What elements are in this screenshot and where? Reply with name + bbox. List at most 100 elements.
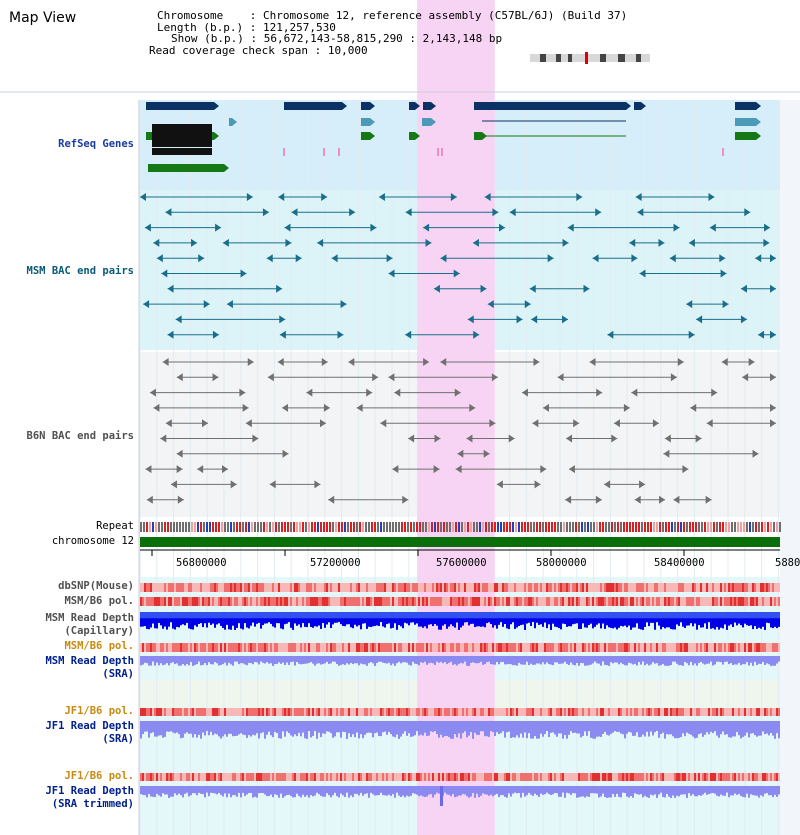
- dbsnp-strip: [520, 583, 522, 592]
- msm-b6-pol-sra-strip: [416, 643, 418, 652]
- msm-depth-capillary-bar: [400, 612, 402, 627]
- jf1-b6-pol-strip: [302, 708, 304, 716]
- msm-b6-pol-sra-strip: [268, 643, 270, 652]
- jf1-b6-pol-strip: [606, 708, 608, 716]
- msm-depth-capillary-bar: [570, 612, 572, 627]
- jf1-depth-trim-bar: [532, 786, 534, 796]
- msm-depth-sra-bar: [330, 656, 332, 664]
- jf1-depth-trim-label[interactable]: JF1 Read Depth: [45, 785, 134, 797]
- dbsnp-strip: [354, 583, 356, 592]
- msm-b6-pol-sra-strip: [474, 643, 476, 652]
- msm-depth-sra-bar: [366, 656, 368, 666]
- repeat-block: [398, 522, 400, 532]
- msm-b6-pol-sra-strip: [306, 643, 308, 652]
- dbsnp-strip: [624, 583, 626, 592]
- dbsnp-strip: [286, 583, 288, 592]
- jf1-depth-trim-bar: [446, 786, 448, 795]
- msm-depth-capillary-bar: [374, 612, 376, 626]
- msm-depth-sra-label[interactable]: MSM Read Depth: [45, 655, 134, 667]
- jf1-depth-trim-bar: [580, 786, 582, 797]
- jf1-depth-trim-bar: [192, 786, 194, 794]
- jf1-b6-pol-strip: [430, 708, 432, 716]
- jf1-depth-trim-bar: [248, 786, 250, 793]
- dbsnp-strip: [762, 583, 764, 592]
- jf1-b6-pol-trim-strip: [518, 773, 520, 781]
- msm-b6-pol-sra-strip: [504, 643, 506, 652]
- msm-b6-pol-sra-strip: [476, 643, 478, 652]
- b6n-bac-label[interactable]: B6N BAC end pairs: [26, 430, 134, 442]
- msm-b6-pol-sra-label[interactable]: MSM/B6 pol.: [64, 640, 134, 652]
- jf1-b6-pol-trim-strip: [200, 773, 202, 781]
- msm-bac-label[interactable]: MSM BAC end pairs: [26, 265, 134, 277]
- msm-b6-pol-strip: [280, 597, 282, 606]
- msm-b6-pol-sra-strip: [326, 643, 328, 652]
- jf1-b6-pol-trim-strip: [244, 773, 246, 781]
- jf1-depth-sra-bar: [330, 721, 332, 734]
- jf1-b6-pol-strip: [360, 708, 362, 716]
- jf1-b6-pol-trim-strip: [582, 773, 584, 781]
- msm-depth-sra-bar: [374, 656, 376, 666]
- jf1-b6-pol-strip: [304, 708, 306, 716]
- dbsnp-strip: [676, 583, 678, 592]
- jf1-b6-pol-trim-strip: [714, 773, 716, 781]
- repeat-block: [191, 522, 193, 532]
- msm-depth-sra-bar: [362, 656, 364, 665]
- dbsnp-label[interactable]: dbSNP(Mouse): [58, 580, 134, 592]
- refseq-genes-label[interactable]: RefSeq Genes: [58, 138, 134, 150]
- jf1-b6-pol-strip: [690, 708, 692, 716]
- jf1-b6-pol-trim-strip: [216, 773, 218, 781]
- dbsnp-strip: [212, 583, 214, 592]
- msm-b6-pol-strip: [166, 597, 168, 606]
- dbsnp-strip: [740, 583, 742, 592]
- dbsnp-strip: [500, 583, 502, 592]
- repeat-block: [434, 522, 436, 532]
- msm-depth-sra-bar: [704, 656, 706, 665]
- msm-depth-sra-bar: [542, 656, 544, 663]
- jf1-b6-pol-strip: [648, 708, 650, 716]
- jf1-b6-pol-label[interactable]: JF1/B6 pol.: [64, 705, 134, 717]
- msm-b6-pol-strip: [400, 597, 402, 606]
- dbsnp-strip: [296, 583, 298, 592]
- msm-b6-pol-strip: [346, 597, 348, 606]
- msm-b6-pol-strip: [156, 597, 158, 606]
- jf1-b6-pol-strip: [260, 708, 262, 716]
- dbsnp-strip: [170, 583, 172, 592]
- msm-depth-capillary-bar: [600, 612, 602, 629]
- jf1-depth-sra-bar: [530, 721, 532, 739]
- jf1-depth-trim-bar: [428, 786, 430, 795]
- jf1-depth-trim-bar: [752, 786, 754, 796]
- msm-b6-pol-strip: [616, 597, 618, 606]
- jf1-b6-pol-strip: [236, 708, 238, 716]
- msm-depth-capillary-bar: [306, 612, 308, 628]
- jf1-b6-pol-trim-strip: [508, 773, 510, 781]
- jf1-b6-pol-trim-strip: [172, 773, 174, 781]
- jf1-b6-pol-trim-label[interactable]: JF1/B6 pol.: [64, 770, 134, 782]
- jf1-depth-trim-bar: [606, 786, 608, 798]
- jf1-depth-trim-bar: [184, 786, 186, 794]
- msm-depth-sra-bar: [778, 656, 780, 662]
- jf1-b6-pol-trim-strip: [180, 773, 182, 781]
- jf1-b6-pol-trim-strip: [234, 773, 236, 781]
- jf1-b6-pol-strip: [572, 708, 574, 716]
- jf1-depth-sra-label[interactable]: JF1 Read Depth: [45, 720, 134, 732]
- jf1-b6-pol-strip: [710, 708, 712, 716]
- jf1-depth-sra-bar: [180, 721, 182, 739]
- dbsnp-strip: [474, 583, 476, 592]
- msm-b6-pol-strip: [474, 597, 476, 606]
- jf1-b6-pol-trim-strip: [332, 773, 334, 781]
- jf1-b6-pol-strip: [402, 708, 404, 716]
- jf1-b6-pol-trim-strip: [372, 773, 374, 781]
- msm-depth-capillary-label[interactable]: MSM Read Depth: [45, 612, 134, 624]
- msm-depth-capillary-bar: [146, 612, 148, 629]
- jf1-b6-pol-strip: [752, 708, 754, 716]
- dbsnp-strip: [484, 583, 486, 592]
- dbsnp-strip: [486, 583, 488, 592]
- msm-b6-pol-sra-strip: [208, 643, 210, 652]
- msm-b6-pol-label[interactable]: MSM/B6 pol.: [64, 595, 134, 607]
- jf1-b6-pol-trim-strip: [398, 773, 400, 781]
- dbsnp-strip: [348, 583, 350, 592]
- msm-b6-pol-strip: [162, 597, 164, 606]
- msm-depth-sra-bar: [316, 656, 318, 664]
- msm-b6-pol-strip: [680, 597, 682, 606]
